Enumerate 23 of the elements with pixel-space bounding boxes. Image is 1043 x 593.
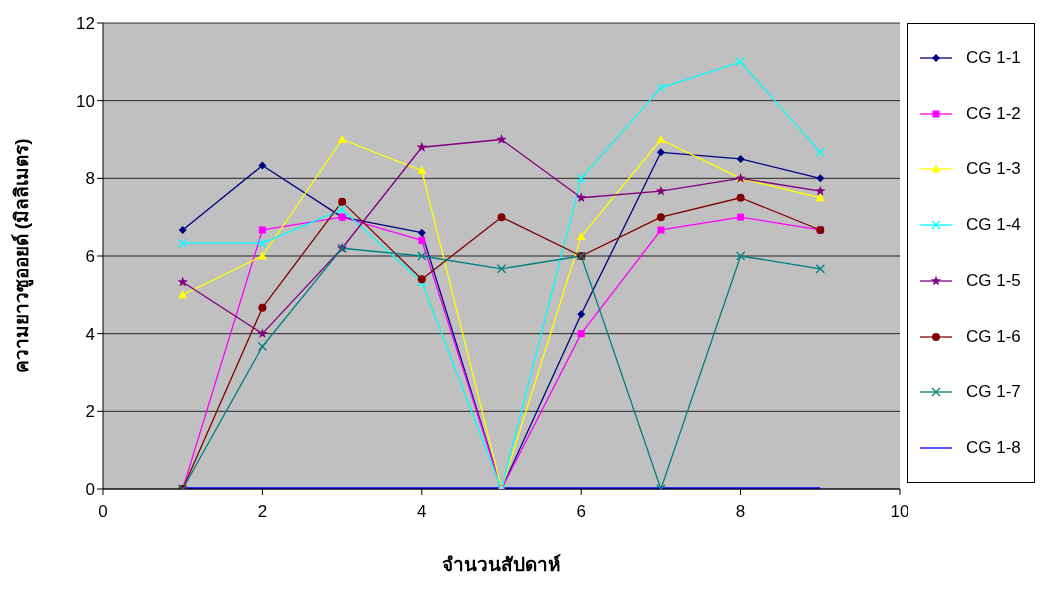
x-tick-label: 10 bbox=[890, 502, 910, 522]
legend-label: CG 1-4 bbox=[966, 215, 1021, 236]
legend-label: CG 1-2 bbox=[966, 103, 1021, 124]
y-tick-label: 0 bbox=[85, 480, 95, 500]
y-tick-label: 2 bbox=[85, 402, 95, 422]
y-tick-label: 4 bbox=[85, 324, 95, 344]
legend-label: CG 1-8 bbox=[966, 438, 1021, 459]
legend-label: CG 1-1 bbox=[966, 47, 1021, 68]
y-tick-label: 12 bbox=[76, 14, 95, 34]
y-axis-title: ความยาวซูออยด์ (มิลลิเมตร) bbox=[10, 138, 34, 374]
x-axis-title: จำนวนสัปดาห์ bbox=[442, 554, 561, 575]
legend-label: CG 1-3 bbox=[966, 159, 1021, 180]
x-tick-label: 6 bbox=[576, 502, 586, 522]
y-tick-label: 8 bbox=[85, 169, 95, 189]
x-tick-label: 8 bbox=[735, 502, 746, 522]
y-tick-label: 6 bbox=[85, 247, 95, 267]
x-tick-label: 4 bbox=[417, 502, 427, 522]
y-tick-label: 10 bbox=[76, 91, 95, 111]
x-tick-label: 2 bbox=[257, 502, 268, 522]
legend-label: CG 1-5 bbox=[966, 270, 1021, 291]
x-tick-label: 0 bbox=[98, 502, 108, 522]
legend-label: CG 1-7 bbox=[966, 382, 1021, 403]
legend-label: CG 1-6 bbox=[966, 326, 1021, 347]
